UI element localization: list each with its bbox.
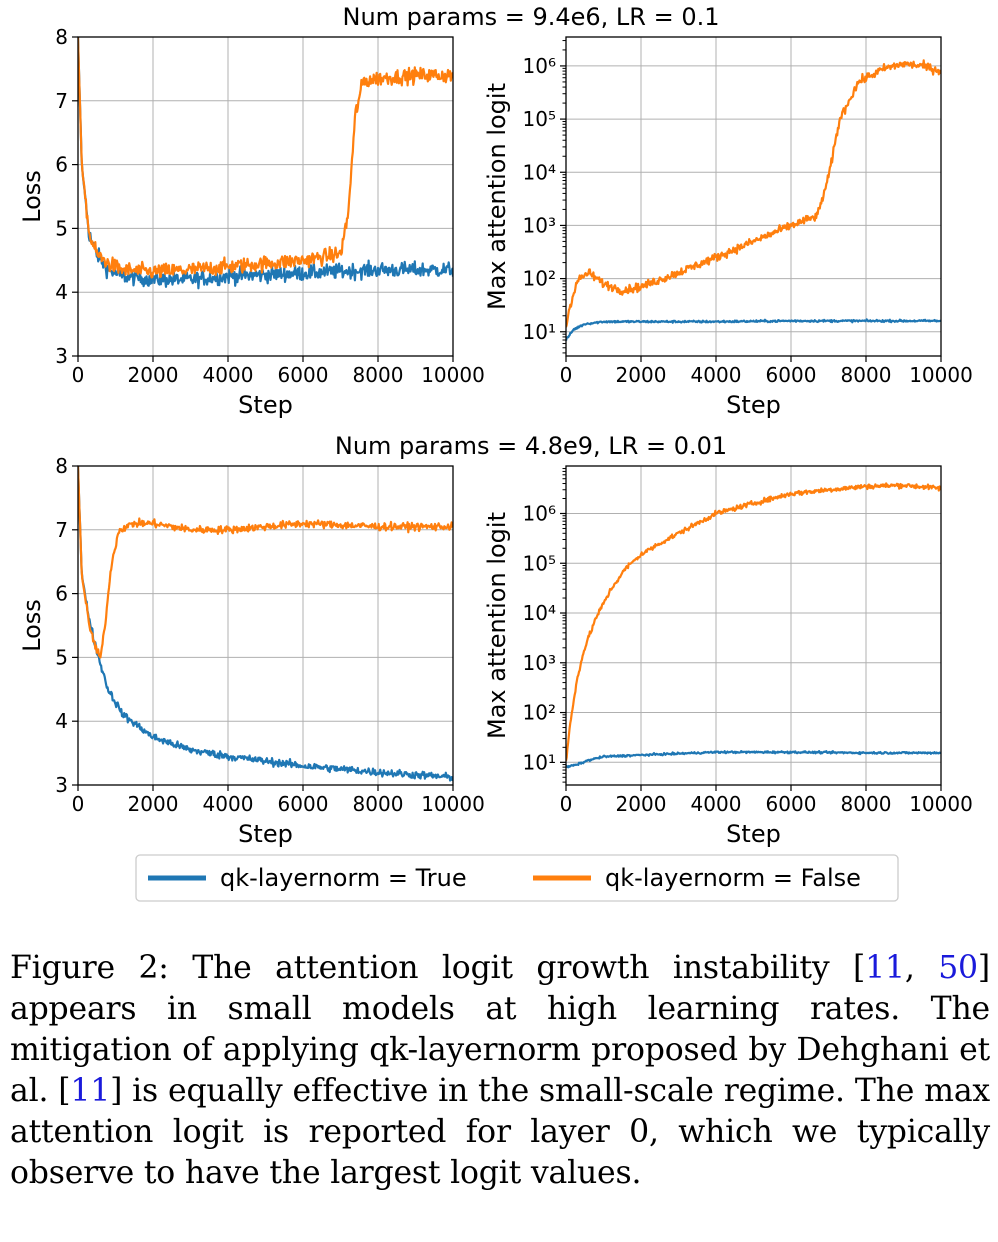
caption-suffix: ] is equally effective in the small-scal… <box>10 1073 991 1191</box>
series-line-qk-layernorm-false <box>566 59 941 328</box>
x-tick-label: 0 <box>72 792 85 816</box>
y-tick-label: 8 <box>55 454 68 478</box>
plot-frame <box>77 36 454 357</box>
series-line-qk-layernorm-true <box>566 749 941 769</box>
x-tick-label: 8000 <box>841 363 892 387</box>
x-tick-label: 6000 <box>766 363 817 387</box>
chart-row-title: Num params = 9.4e6, LR = 0.1 <box>343 3 720 31</box>
legend-entry-label: qk-layernorm = True <box>220 864 467 892</box>
y-tick-label: 10² <box>523 267 556 291</box>
y-tick-label: 10⁶ <box>523 54 556 78</box>
x-tick-label: 10000 <box>421 363 485 387</box>
y-tick-label: 10¹ <box>523 750 556 774</box>
y-tick-label: 10³ <box>523 213 556 237</box>
x-tick-label: 4000 <box>691 792 742 816</box>
y-tick-label: 6 <box>55 582 68 606</box>
citation-link-11-second[interactable]: 11 <box>70 1073 111 1109</box>
x-tick-label: 6000 <box>278 363 329 387</box>
chart-panel-4: 0 2000 4000 6000 8000 10000 10¹ 10² 10³ 10⁴ 10⁵ 10⁶… <box>483 465 973 848</box>
x-tick-label: 10000 <box>421 792 485 816</box>
figure-canvas: 0 2000 4000 6000 8000 10000345678StepLossNum … <box>18 3 973 902</box>
plot-frame <box>565 36 942 357</box>
y-axis-label: Loss <box>18 599 46 652</box>
x-axis-label: Step <box>726 391 781 419</box>
y-axis-label: Max attention logit <box>483 512 511 739</box>
y-tick-label: 10² <box>523 701 556 725</box>
y-tick-label: 6 <box>55 153 68 177</box>
x-tick-label: 6000 <box>278 792 329 816</box>
y-tick-label: 10⁴ <box>523 160 556 184</box>
y-tick-label: 4 <box>55 709 68 733</box>
series-line-qk-layernorm-false <box>78 37 453 279</box>
x-tick-label: 10000 <box>909 363 973 387</box>
x-tick-label: 0 <box>560 792 573 816</box>
x-axis-label: Step <box>726 820 781 848</box>
y-axis-label: Max attention logit <box>483 83 511 310</box>
x-axis-label: Step <box>238 820 293 848</box>
chart-panel-2: 0 2000 4000 6000 8000 10000 10¹ 10² 10³ 10⁴ 10⁵ 10⁶… <box>483 36 973 419</box>
y-tick-label: 10⁵ <box>523 551 556 575</box>
figure-caption: Figure 2: The attention logit growth ins… <box>10 948 990 1194</box>
y-tick-label: 10⁶ <box>523 501 556 525</box>
plot-frame <box>565 465 942 786</box>
y-tick-label: 5 <box>55 216 68 240</box>
series-line-qk-layernorm-false <box>78 466 453 659</box>
y-tick-label: 4 <box>55 280 68 304</box>
x-tick-label: 8000 <box>353 363 404 387</box>
y-tick-label: 3 <box>55 773 68 797</box>
legend-entry-label: qk-layernorm = False <box>605 864 861 892</box>
y-tick-label: 10¹ <box>523 320 556 344</box>
x-axis-label: Step <box>238 391 293 419</box>
x-tick-label: 0 <box>560 363 573 387</box>
x-tick-label: 2000 <box>128 792 179 816</box>
y-tick-label: 3 <box>55 344 68 368</box>
series-line-qk-layernorm-true <box>78 37 453 290</box>
chart-legend: qk-layernorm = True qk-layernorm = False <box>135 854 899 902</box>
x-tick-label: 2000 <box>128 363 179 387</box>
x-tick-label: 10000 <box>909 792 973 816</box>
series-line-qk-layernorm-true <box>78 466 453 782</box>
x-tick-label: 8000 <box>841 792 892 816</box>
caption-middle: ] appears in small models at high learni… <box>10 950 990 1109</box>
chart-panel-1: 0 2000 4000 6000 8000 10000 3 4 5 6 7 8 Step Loss Num … <box>18 3 719 419</box>
x-tick-label: 6000 <box>766 792 817 816</box>
legend-box <box>135 854 899 902</box>
x-tick-label: 4000 <box>203 363 254 387</box>
x-tick-label: 2000 <box>616 363 667 387</box>
x-tick-label: 8000 <box>353 792 404 816</box>
series-line-qk-layernorm-false <box>566 482 941 762</box>
x-tick-label: 4000 <box>203 792 254 816</box>
y-tick-label: 10⁵ <box>523 107 556 131</box>
plot-frame <box>77 465 454 786</box>
series-line-qk-layernorm-true <box>566 318 941 341</box>
x-tick-label: 4000 <box>691 363 742 387</box>
x-tick-label: 2000 <box>616 792 667 816</box>
caption-prefix: Figure 2: The attention logit growth ins… <box>10 950 866 986</box>
y-tick-label: 5 <box>55 645 68 669</box>
chart-panel-3: 0 2000 4000 6000 8000 10000 3 4 5 6 7 8 Step Loss Num … <box>18 432 727 848</box>
caption-sep: , <box>904 950 939 986</box>
x-tick-label: 0 <box>72 363 85 387</box>
citation-link-11[interactable]: 11 <box>865 950 905 986</box>
y-tick-label: 10³ <box>523 651 556 675</box>
citation-link-50[interactable]: 50 <box>938 950 978 986</box>
chart-row-title: Num params = 4.8e9, LR = 0.01 <box>335 432 727 460</box>
y-axis-label: Loss <box>18 170 46 223</box>
y-tick-label: 8 <box>55 25 68 49</box>
y-tick-label: 10⁴ <box>523 601 556 625</box>
y-tick-label: 7 <box>55 89 68 113</box>
y-tick-label: 7 <box>55 518 68 542</box>
